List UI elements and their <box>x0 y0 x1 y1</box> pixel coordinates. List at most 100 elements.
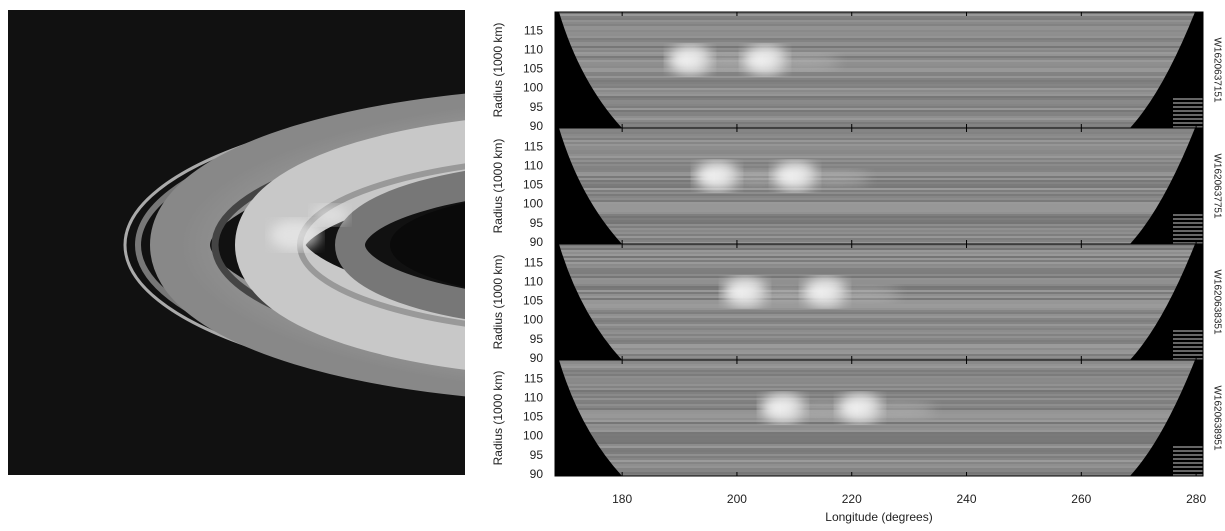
stripe <box>555 470 1203 472</box>
stripe <box>555 356 1203 358</box>
stripe <box>555 200 1203 202</box>
stripe <box>555 382 1203 384</box>
stripe <box>555 378 1203 380</box>
stripe <box>555 438 1203 440</box>
x-tick-label: 240 <box>957 492 977 506</box>
stripe <box>555 396 1203 398</box>
stripe <box>555 126 1203 128</box>
stripe <box>555 50 1203 52</box>
stripe <box>555 310 1203 312</box>
bright-clump <box>838 394 882 422</box>
stripe <box>555 98 1203 100</box>
x-tick-label: 280 <box>1186 492 1206 506</box>
y-tick-label: 100 <box>523 81 543 95</box>
stripe <box>555 88 1203 90</box>
stripe <box>555 468 1203 470</box>
stripe <box>555 188 1203 190</box>
stripe <box>555 192 1203 194</box>
stripe <box>555 46 1203 48</box>
stripe <box>555 440 1203 442</box>
edge-stripe <box>1173 98 1203 100</box>
bright-clump <box>803 278 847 306</box>
stripe <box>555 430 1203 432</box>
clump-trail <box>865 402 935 418</box>
stripe <box>555 390 1203 392</box>
y-axis-label: Radius (1000 km) <box>491 139 505 234</box>
stripe <box>555 224 1203 226</box>
stripe <box>555 18 1203 20</box>
stripe <box>555 320 1203 322</box>
edge-stripe <box>1173 222 1203 224</box>
edge-stripe <box>1173 462 1203 464</box>
stripe <box>555 448 1203 450</box>
stripe <box>555 388 1203 390</box>
left-mask <box>555 12 622 128</box>
ring-map: 90 95 100 105 110 115 Radius (1000 km) W1620637… <box>491 11 1222 133</box>
stripe <box>555 434 1203 436</box>
x-tick-label: 200 <box>727 492 747 506</box>
stripe <box>555 258 1203 260</box>
stripe <box>555 84 1203 86</box>
stripe <box>555 330 1203 332</box>
stripe <box>555 190 1203 192</box>
stripe <box>555 124 1203 126</box>
stripe <box>555 308 1203 310</box>
stripe <box>555 238 1203 240</box>
bright-clump <box>743 46 787 74</box>
stripe <box>555 426 1203 428</box>
stripe <box>555 466 1203 468</box>
image-label: W1620637751 <box>1211 153 1222 218</box>
y-tick-label: 105 <box>523 62 543 76</box>
stripe <box>555 226 1203 228</box>
stripe <box>555 180 1203 182</box>
stripe <box>555 314 1203 316</box>
stripe <box>555 218 1203 220</box>
y-tick-label: 115 <box>524 139 543 153</box>
stripe <box>555 324 1203 326</box>
map-image <box>555 360 1203 476</box>
y-tick-label: 110 <box>524 274 543 288</box>
y-tick-label: 115 <box>524 255 543 269</box>
clump-trail <box>800 170 870 186</box>
stripe <box>555 42 1203 44</box>
stripe <box>555 232 1203 234</box>
stripe <box>555 392 1203 394</box>
stripe <box>555 246 1203 248</box>
stripe <box>555 306 1203 308</box>
edge-stripe <box>1173 238 1203 240</box>
stripe <box>555 274 1203 276</box>
stripe <box>555 134 1203 136</box>
stripe <box>555 344 1203 346</box>
stripe <box>555 214 1203 216</box>
stripe <box>555 32 1203 34</box>
stripe <box>555 86 1203 88</box>
stripe <box>555 216 1203 218</box>
y-tick-label: 90 <box>530 467 544 481</box>
stripe <box>555 254 1203 256</box>
stripe <box>555 206 1203 208</box>
stripe <box>555 442 1203 444</box>
image-label: W1620637151 <box>1211 37 1222 102</box>
stripe <box>555 380 1203 382</box>
stripe <box>555 96 1203 98</box>
stripe <box>555 20 1203 22</box>
stripe <box>555 156 1203 158</box>
edge-stripe <box>1173 446 1203 448</box>
stripe <box>555 26 1203 28</box>
stripe <box>555 366 1203 368</box>
stripe <box>555 416 1203 418</box>
edge-stripe <box>1173 342 1203 344</box>
stripe <box>555 370 1203 372</box>
bright-clump <box>668 46 712 74</box>
stripe <box>555 144 1203 146</box>
stripe <box>555 360 1203 362</box>
stripe <box>555 48 1203 50</box>
stripe <box>555 36 1203 38</box>
stripe <box>555 112 1203 114</box>
x-tick-label: 180 <box>612 492 632 506</box>
stripe <box>555 244 1203 246</box>
left-mask <box>555 360 622 476</box>
stripe <box>555 368 1203 370</box>
stripe <box>555 210 1203 212</box>
stripe <box>555 268 1203 270</box>
